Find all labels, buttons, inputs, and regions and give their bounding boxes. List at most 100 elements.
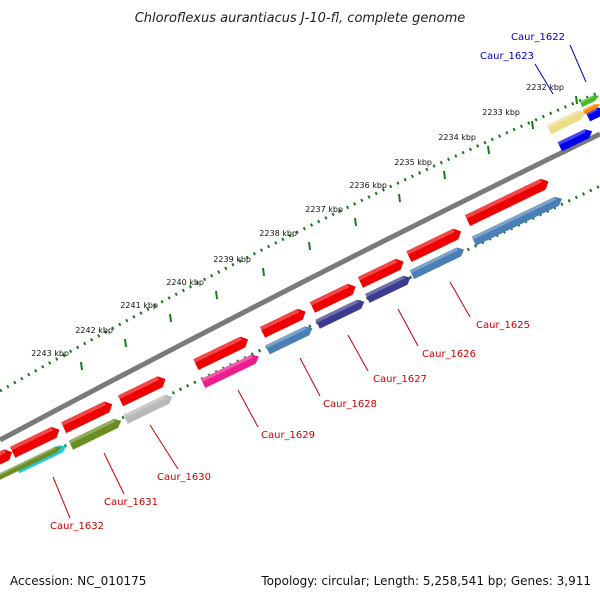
kbp-tick-label: 2237 kbp: [305, 205, 343, 214]
kbp-tick-label: 2234 kbp: [438, 133, 476, 142]
kbp-tick-mark: [531, 120, 534, 130]
gene-label: Caur_1626: [422, 349, 476, 360]
gene-feature-highlight: [193, 336, 242, 363]
gene-leader-line: [299, 357, 321, 397]
tick-ring: [0, 90, 600, 480]
map-title: Chloroflexus aurantiacus J-10-fl, comple…: [135, 11, 466, 26]
gene-feature[interactable]: [0, 446, 62, 480]
gene-feature-highlight: [546, 110, 579, 129]
gene-feature[interactable]: [406, 228, 462, 262]
tick-ring-line: [0, 90, 600, 393]
kbp-tick-mark: [215, 290, 218, 300]
gene-feature-shape: [357, 258, 404, 288]
gene-feature-highlight: [61, 401, 106, 426]
backbone-line: [0, 131, 600, 443]
gene-feature[interactable]: [464, 178, 549, 226]
gene-feature-shape: [471, 196, 563, 246]
kbp-tick-label: 2235 kbp: [394, 158, 432, 167]
gene-label: Caur_1628: [323, 399, 377, 410]
accession-text: Accession: NC_010175: [10, 574, 147, 588]
gene-feature-shape: [406, 228, 462, 262]
gene-feature[interactable]: [582, 104, 600, 115]
backbone-ring: [0, 131, 600, 443]
gene-feature-shape: [117, 376, 166, 407]
gene-feature-highlight: [471, 196, 556, 240]
gene-feature-highlight: [464, 178, 543, 219]
gene-feature[interactable]: [309, 283, 356, 313]
feature-track: [0, 95, 600, 480]
gene-feature[interactable]: [61, 401, 113, 434]
gene-feature-shape: [365, 275, 411, 303]
gene-feature-shape: [259, 308, 306, 338]
gene-feature-highlight: [117, 376, 160, 399]
kbp-tick-mark: [80, 361, 83, 371]
gene-label: Caur_1627: [373, 374, 427, 385]
gene-feature-shape: [10, 426, 60, 458]
kbp-tick-mark: [169, 313, 172, 323]
gene-feature-highlight: [0, 446, 56, 476]
kbp-tick-label: 2243 kbp: [31, 349, 69, 358]
gene-label: Caur_1625: [476, 320, 530, 331]
gene-feature[interactable]: [0, 449, 13, 465]
gene-feature-shape: [546, 110, 585, 135]
gene-label: Caur_1632: [50, 521, 104, 532]
gene-label: Caur_1629: [261, 430, 315, 441]
gene-feature[interactable]: [68, 418, 122, 450]
kbp-tick-label: 2236 kbp: [349, 181, 387, 190]
gene-feature[interactable]: [193, 336, 249, 370]
gene-feature-shape: [193, 336, 249, 370]
gene-leader-line: [149, 424, 179, 470]
kbp-tick-mark: [354, 217, 357, 227]
gene-feature-shape: [123, 394, 173, 424]
gene-feature[interactable]: [357, 258, 404, 288]
gene-feature-highlight: [123, 394, 167, 418]
gene-feature-shape: [409, 247, 465, 280]
gene-feature-highlight: [309, 283, 350, 306]
gene-feature-highlight: [265, 326, 307, 349]
gene-feature-highlight: [0, 449, 6, 456]
gene-feature-highlight: [409, 247, 458, 273]
gene-feature-shape: [0, 446, 62, 480]
kbp-tick-mark: [487, 145, 490, 155]
gene-feature-highlight: [406, 228, 455, 255]
kbp-tick-mark: [398, 193, 401, 203]
gene-feature-shape: [557, 129, 593, 152]
kbp-tick-mark: [262, 267, 265, 277]
gene-feature[interactable]: [117, 376, 166, 407]
gene-feature[interactable]: [315, 299, 365, 329]
kbp-tick-label: 2239 kbp: [213, 255, 251, 264]
gene-feature-highlight: [68, 418, 116, 444]
gene-label: Caur_1623: [480, 51, 534, 62]
gene-feature-shape: [309, 283, 356, 313]
gene-feature[interactable]: [123, 394, 173, 424]
gene-label: Caur_1630: [157, 472, 211, 483]
kbp-tick-mark: [308, 241, 311, 251]
topology-text: Topology: circular; Length: 5,258,541 bp…: [261, 574, 591, 588]
gene-feature[interactable]: [200, 354, 259, 388]
kbp-tick-label: 2232 kbp: [526, 83, 564, 92]
kbp-tick-mark: [443, 170, 446, 180]
gene-feature-shape: [61, 401, 113, 434]
gene-feature-highlight: [315, 299, 359, 323]
gene-feature-highlight: [10, 426, 54, 451]
gene-feature-shape: [582, 104, 600, 115]
gene-feature[interactable]: [259, 308, 306, 338]
gene-feature-highlight: [579, 95, 594, 104]
gene-feature-highlight: [200, 354, 253, 382]
gene-feature[interactable]: [365, 275, 411, 303]
gene-feature-highlight: [557, 129, 586, 146]
gene-feature[interactable]: [471, 196, 563, 246]
gene-feature[interactable]: [557, 129, 593, 152]
gene-feature[interactable]: [10, 426, 60, 458]
gene-labels: Caur_1622 Caur_1623 Caur_1625 Caur_1626 Caur…: [50, 32, 587, 532]
gene-feature-highlight: [582, 104, 595, 112]
gene-feature[interactable]: [265, 326, 313, 355]
gene-feature[interactable]: [409, 247, 465, 280]
gene-label: Caur_1631: [104, 497, 158, 508]
gene-feature-shape: [464, 178, 549, 226]
gene-feature-shape: [265, 326, 313, 355]
gene-feature[interactable]: [579, 95, 599, 107]
gene-feature[interactable]: [546, 110, 585, 135]
gene-leader-line: [397, 308, 419, 347]
